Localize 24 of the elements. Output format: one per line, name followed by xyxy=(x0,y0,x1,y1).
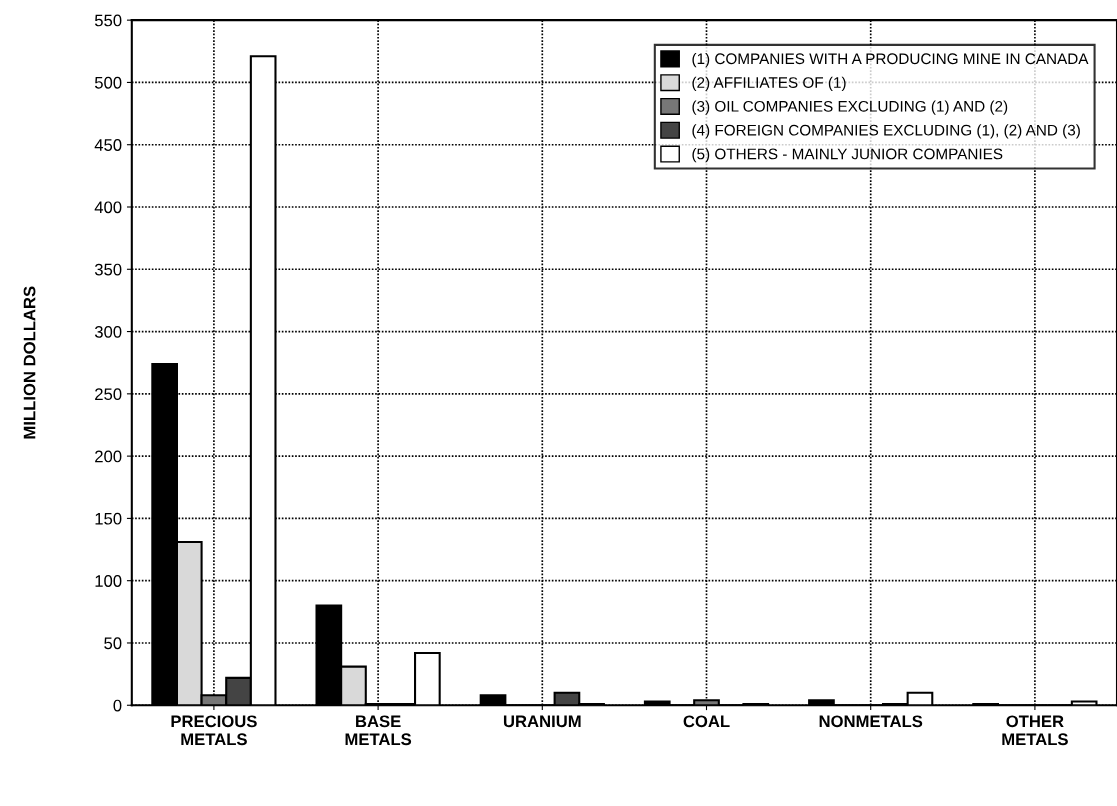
x-tick-label: URANIUM xyxy=(503,715,581,728)
legend-label: (4) FOREIGN COMPANIES EXCLUDING (1), (2) AND (3) xyxy=(692,124,1080,139)
y-tick-label: 150 xyxy=(95,512,122,525)
y-axis-title: MILLION DOLLARS xyxy=(23,286,36,439)
y-tick-label: 500 xyxy=(94,76,122,89)
legend-label: (1) COMPANIES WITH A PRODUCING MINE IN CANADA xyxy=(692,52,1089,68)
legend-label: (3) OIL COMPANIES EXCLUDING (1) AND (2) xyxy=(692,100,1008,115)
x-tick-label: NONMETALS xyxy=(819,715,923,728)
y-tick-label: 50 xyxy=(104,637,122,650)
y-tick-label: 200 xyxy=(95,450,122,463)
y-tick-label: 250 xyxy=(95,388,122,401)
y-tick-label: 550 xyxy=(94,14,122,27)
x-tick-label: COAL xyxy=(683,715,730,728)
legend-label: (2) AFFILIATES OF (1) xyxy=(692,76,846,91)
y-tick-label: 300 xyxy=(94,325,122,338)
x-tick-label: PRECIOUS METALS xyxy=(171,715,257,746)
x-tick-label: BASE METALS xyxy=(345,715,412,746)
y-tick-label: 0 xyxy=(113,699,122,712)
y-tick-label: 400 xyxy=(94,201,122,214)
y-tick-label: 350 xyxy=(94,263,122,276)
x-tick-label: OTHER METALS xyxy=(1002,715,1068,746)
legend-label: (5) OTHERS - MAINLY JUNIOR COMPANIES xyxy=(692,148,1003,163)
y-tick-label: 100 xyxy=(95,575,122,587)
y-tick-label: 450 xyxy=(94,139,122,151)
